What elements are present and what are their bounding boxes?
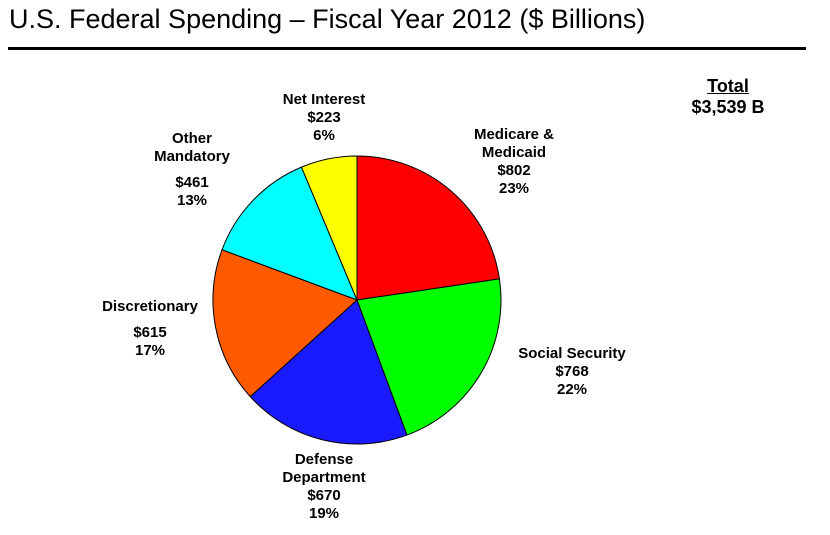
slice-category-label: Other [172,130,212,147]
slice-category-label: Social Security [518,345,626,362]
chart-title: U.S. Federal Spending – Fiscal Year 2012… [9,4,646,34]
pie-slice [249,299,408,445]
slice-percent-label: 17% [135,342,165,359]
pie-slice [300,155,358,301]
slice-category-label: Mandatory [154,148,231,165]
slice-percent-label: 19% [309,505,339,522]
slice-value-label: $461 [175,174,208,191]
slice-category-label: Net Interest [283,91,366,108]
slice-category-label: Department [282,469,365,486]
pie-slice [212,249,358,398]
title-divider [8,47,806,50]
slice-category-label: Discretionary [102,298,199,315]
slice-percent-label: 13% [177,192,207,209]
slice-percent-label: 23% [499,180,529,197]
total-label: Total [707,76,749,96]
slice-percent-label: 22% [557,381,587,398]
slice-percent-label: 6% [313,127,335,144]
pie-slices [212,155,502,445]
pie-slice [356,155,501,301]
slice-category-label: Medicaid [482,144,546,161]
slice-value-label: $670 [307,487,340,504]
slice-value-label: $802 [497,162,530,179]
slice-value-label: $223 [307,109,340,126]
total-value: $3,539 B [691,97,765,117]
slice-value-label: $768 [555,363,588,380]
total-box: Total $3,539 B [660,76,796,118]
slice-category-label: Medicare & [474,126,554,143]
pie-slice [221,166,358,301]
slice-category-label: Defense [295,451,353,468]
slice-value-label: $615 [133,324,166,341]
